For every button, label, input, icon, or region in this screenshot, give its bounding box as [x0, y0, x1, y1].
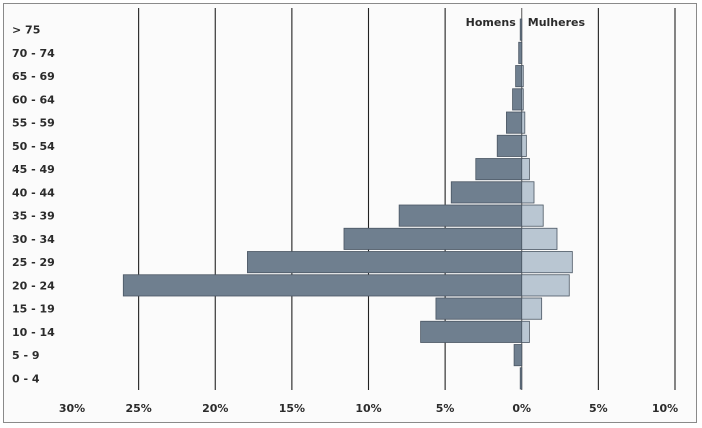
y-tick-label: 45 - 49	[12, 163, 55, 176]
y-tick-label: > 75	[12, 24, 40, 37]
bar-male-8	[450, 181, 523, 204]
x-tick-label: 25%	[125, 402, 151, 415]
y-tick-label: 55 - 59	[12, 117, 55, 130]
y-tick-label: 30 - 34	[12, 233, 55, 246]
y-tick-label: 65 - 69	[12, 70, 55, 83]
y-tick-label: 15 - 19	[12, 303, 55, 316]
x-tick-label: 5%	[589, 402, 608, 415]
y-tick-label: 40 - 44	[12, 186, 55, 199]
bar-male-15	[519, 18, 523, 41]
bar-female-13	[521, 65, 524, 88]
y-tick-label: 0 - 4	[12, 372, 40, 385]
x-tick-label: 20%	[202, 402, 228, 415]
bar-male-6	[343, 227, 523, 250]
bar-female-2	[521, 320, 530, 343]
bar-male-2	[420, 320, 523, 343]
x-tick-label: 10%	[355, 402, 381, 415]
bar-male-4	[122, 274, 523, 297]
bar-male-11	[506, 111, 523, 134]
y-tick-label: 60 - 64	[12, 93, 55, 106]
bar-female-7	[521, 204, 544, 227]
bar-female-5	[521, 251, 573, 274]
legend-label-mulheres: Mulheres	[528, 16, 586, 29]
y-tick-label: 50 - 54	[12, 140, 55, 153]
bar-male-5	[247, 251, 523, 274]
bar-male-13	[515, 65, 523, 88]
x-tick-label: 30%	[59, 402, 85, 415]
bar-female-4	[521, 274, 570, 297]
bar-female-8	[521, 181, 535, 204]
bar-male-9	[475, 158, 523, 181]
chart-frame	[3, 3, 697, 423]
bar-male-3	[435, 297, 523, 320]
legend-label-homens: Homens	[466, 16, 517, 29]
bar-male-7	[398, 204, 523, 227]
bar-female-6	[521, 227, 558, 250]
y-tick-label: 5 - 9	[12, 349, 40, 362]
y-tick-label: 35 - 39	[12, 210, 55, 223]
bar-male-14	[518, 41, 523, 64]
x-tick-label: 15%	[279, 402, 305, 415]
y-tick-label: 25 - 29	[12, 256, 55, 269]
bar-female-10	[521, 134, 527, 157]
bar-male-1	[513, 344, 523, 367]
y-tick-label: 20 - 24	[12, 279, 55, 292]
y-tick-label: 10 - 14	[12, 326, 55, 339]
bar-male-12	[512, 88, 523, 111]
bar-female-3	[521, 297, 543, 320]
bar-female-11	[521, 111, 526, 134]
x-tick-label: 10%	[652, 402, 678, 415]
x-tick-label: 0%	[512, 402, 531, 415]
bar-female-12	[521, 88, 524, 111]
x-tick-label: 5%	[436, 402, 455, 415]
y-tick-label: 70 - 74	[12, 47, 55, 60]
bar-male-0	[519, 367, 523, 390]
bar-male-10	[496, 134, 523, 157]
bar-female-9	[521, 158, 530, 181]
